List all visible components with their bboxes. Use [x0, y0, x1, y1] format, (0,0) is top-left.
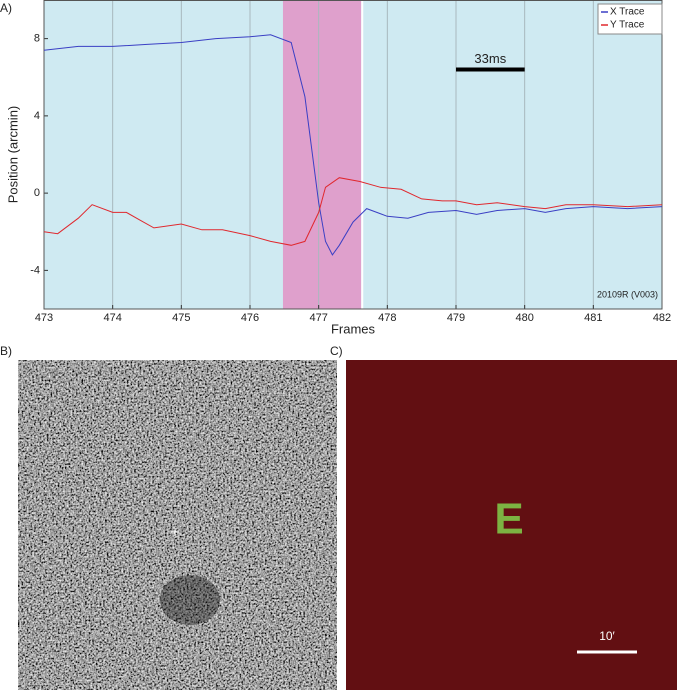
trace-line: [43, 177, 663, 246]
x-tick-label: 474: [103, 312, 121, 324]
y-tick-label: 4: [34, 110, 40, 122]
trace-line: [43, 34, 663, 256]
scale-label: 10′: [599, 629, 615, 643]
x-tick-label: 478: [378, 312, 396, 324]
panel-label: A): [0, 1, 12, 15]
plot-frame: [43, 0, 663, 310]
x-tick-label: 476: [241, 312, 259, 324]
scale-bar-label: 33ms: [474, 51, 506, 66]
plot-panel: 473 474 475 476 477 478 479 480 481 482 -4 0 4 8 Frame…: [5, 0, 671, 336]
legend-label: Y Trace: [610, 20, 645, 31]
retina-texture: [18, 360, 337, 690]
x-tick-label: 473: [35, 312, 53, 324]
y-tick-label: -4: [30, 264, 40, 276]
fixation-cross: [171, 528, 179, 536]
shaded-region: [282, 0, 362, 309]
legend-label: X Trace: [610, 7, 645, 18]
legend-box: [597, 3, 663, 35]
x-tick-label: 477: [309, 312, 327, 324]
x-tick-label: 475: [172, 312, 190, 324]
retina-shadow: [160, 575, 220, 625]
x-tick-label: 482: [653, 312, 671, 324]
x-tick-label: 480: [515, 312, 533, 324]
x-tick-label: 479: [447, 312, 465, 324]
y-axis-label: Position (arcmin): [5, 106, 20, 204]
stimulus-field: [346, 360, 677, 690]
watermark: 20109R (V003): [597, 289, 658, 299]
y-tick-label: 8: [34, 33, 40, 45]
x-tick-label: 481: [584, 312, 602, 324]
stimulus-letter: E: [494, 495, 523, 544]
panel-label: B): [0, 344, 12, 358]
panel-label: C): [330, 344, 343, 358]
y-tick-label: 0: [34, 187, 40, 199]
x-axis-label: Frames: [331, 321, 376, 336]
